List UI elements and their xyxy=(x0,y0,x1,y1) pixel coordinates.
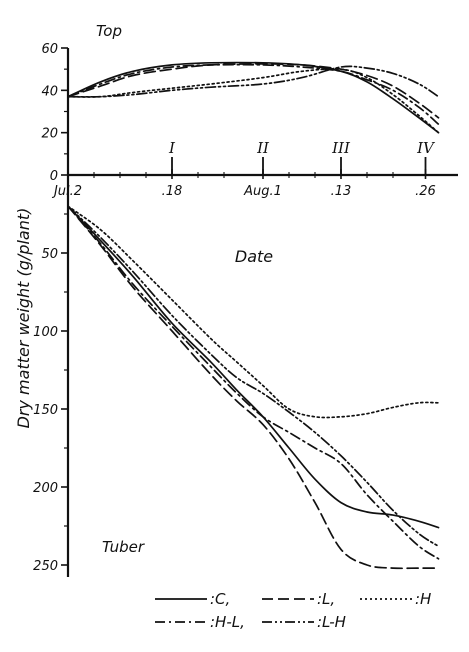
y-tick-label-tuber: 100 xyxy=(33,325,58,340)
series-h-tuber xyxy=(67,205,440,419)
y-tick-label-tuber: 50 xyxy=(41,247,58,262)
legend-label-h-l: :H-L, xyxy=(210,613,245,631)
series-h-l-tuber xyxy=(67,205,440,560)
y-tick-label-tuber: 250 xyxy=(33,559,58,574)
legend-label-h: :H xyxy=(415,590,431,608)
x-tick-label: .18 xyxy=(162,184,183,199)
series-l-h-top xyxy=(67,65,440,98)
x-axis-label: Date xyxy=(235,247,273,266)
series-c-tuber xyxy=(67,205,440,529)
series-layer xyxy=(67,61,440,570)
stage-mark-label: IV xyxy=(416,139,436,157)
legend: :C, :L, :H :H-L, :L-H xyxy=(155,590,431,631)
panel-label-top: Top xyxy=(96,22,122,40)
x-tick-label: Jul.2 xyxy=(51,184,82,199)
legend-label-l: :L, xyxy=(317,590,335,608)
axes: 0 20 40 60 50 100 150 200 250 Jul.2 .18 Aug.1 .13 .26… xyxy=(33,42,458,577)
y-axis-label: Dry matter weight (g/plant) xyxy=(14,208,33,429)
series-h-top xyxy=(67,68,440,134)
x-tick-label: Aug.1 xyxy=(243,184,282,199)
stage-mark-label: I xyxy=(168,139,176,157)
series-l-top xyxy=(67,63,440,119)
y-tick-label-top: 0 xyxy=(50,169,58,184)
legend-label-c: :C, xyxy=(210,590,230,608)
y-tick-label-top: 60 xyxy=(41,42,58,57)
series-l-tuber xyxy=(67,205,440,570)
series-l-h-tuber xyxy=(67,205,440,548)
x-tick-label: .13 xyxy=(331,184,352,199)
legend-label-l-h: :L-H xyxy=(317,613,346,631)
stage-mark-label: II xyxy=(256,139,270,157)
x-tick-label: .26 xyxy=(415,184,436,199)
y-tick-label-tuber: 200 xyxy=(33,481,58,496)
panel-label-tuber: Tuber xyxy=(102,538,145,556)
stage-mark-label: III xyxy=(331,139,351,157)
y-tick-label-top: 20 xyxy=(41,127,58,142)
series-c-top xyxy=(67,61,440,134)
y-tick-label-tuber: 150 xyxy=(33,403,58,418)
y-tick-label-top: 40 xyxy=(41,84,58,99)
series-h-l-top xyxy=(67,63,440,126)
